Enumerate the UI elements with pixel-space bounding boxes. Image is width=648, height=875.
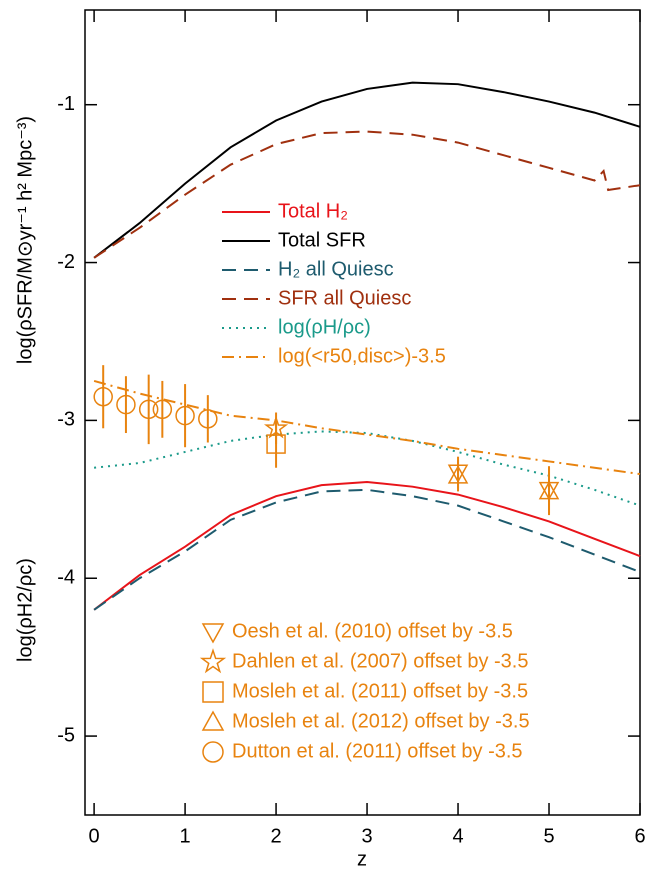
x-tick-label: 6 — [634, 825, 645, 847]
series-line — [93, 81, 641, 259]
marker — [152, 399, 173, 420]
marker — [199, 648, 227, 674]
x-tick-label: 1 — [180, 825, 191, 847]
y-axis-label: log(ρSFR/M⊙yr⁻¹ h² Mpc⁻³) — [14, 116, 36, 364]
series-line — [93, 130, 641, 259]
marker — [538, 480, 560, 500]
marker — [447, 465, 469, 484]
legend-label: Total H₂ — [278, 200, 348, 222]
marker — [201, 710, 225, 731]
legend-label: H₂ all Quiesc — [278, 258, 394, 280]
x-tick-label: 0 — [89, 825, 100, 847]
y-tick-label: -1 — [57, 93, 75, 115]
x-tick-label: 2 — [271, 825, 282, 847]
plot-frame — [84, 9, 641, 816]
x-tick-label: 3 — [361, 825, 372, 847]
x-tick-label: 5 — [543, 825, 554, 847]
marker — [202, 741, 224, 763]
legend-label: SFR all Quiesc — [278, 287, 411, 309]
y-tick-label: -4 — [57, 567, 75, 589]
y-axis-label: log(ρH2/ρc) — [14, 558, 36, 662]
legend-label: Dutton et al. (2011) offset by -3.5 — [232, 740, 523, 762]
series-line — [93, 379, 641, 476]
marker — [198, 409, 218, 429]
y-tick-label: -3 — [57, 409, 75, 431]
x-tick-label: 4 — [452, 825, 463, 847]
marker — [175, 405, 195, 426]
legend-label: Dahlen et al. (2007) offset by -3.5 — [232, 650, 528, 672]
legend-label: Mosleh et al. (2012) offset by -3.5 — [232, 710, 530, 732]
series-line — [93, 480, 641, 611]
marker — [116, 394, 136, 415]
series-line — [93, 430, 641, 507]
x-axis-label: z — [357, 848, 367, 870]
marker — [138, 399, 159, 420]
y-tick-label: -5 — [57, 724, 75, 746]
marker — [201, 623, 225, 644]
legend-label: Mosleh et al. (2011) offset by -3.5 — [232, 680, 528, 702]
marker — [93, 386, 113, 407]
marker — [266, 434, 286, 454]
y-tick-label: -2 — [57, 251, 75, 273]
marker — [202, 681, 224, 703]
legend-label: log(<r50,disc>)-3.5 — [278, 345, 446, 367]
series-line — [93, 488, 641, 611]
legend-label: log(ρH/ρc) — [278, 316, 371, 338]
legend-label: Oesh et al. (2010) offset by -3.5 — [232, 620, 513, 642]
legend-label: Total SFR — [278, 229, 366, 251]
